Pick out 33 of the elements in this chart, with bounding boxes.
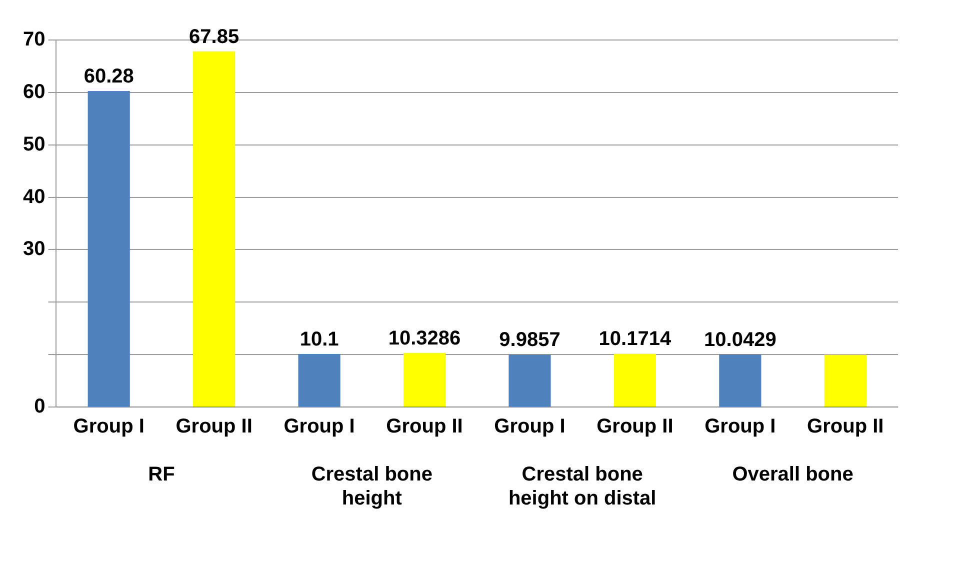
y-tick-label: 70 <box>22 28 46 51</box>
y-tick-label: 0 <box>34 396 46 418</box>
bar <box>508 354 551 406</box>
y-tick-label: 50 <box>22 133 46 156</box>
data-label: 60.28 <box>84 65 134 88</box>
y-tick-label: 40 <box>22 186 46 208</box>
bar <box>719 354 762 406</box>
bar <box>298 354 340 406</box>
series-label: Group I <box>73 416 144 438</box>
text: Group I <box>704 416 776 438</box>
bar <box>614 354 656 406</box>
data-label: 10.3286 <box>388 327 461 350</box>
text: Group I <box>284 416 355 438</box>
text: Group I <box>494 416 566 438</box>
y-tick-label: 30 <box>22 238 46 260</box>
x-tick-label: RF <box>148 464 175 486</box>
data-label: 10.1714 <box>598 328 672 350</box>
data-label: 10.1 <box>300 328 339 351</box>
y-tick-label: 60 <box>22 80 46 103</box>
text: Group II <box>807 416 884 438</box>
text: Group II <box>596 416 674 438</box>
bar <box>403 352 446 406</box>
x-tick-label: Crestal bone height <box>311 464 432 510</box>
data-label: 10.0429 <box>704 328 776 351</box>
text: Group II <box>386 416 463 438</box>
x-tick-label: Overall bone <box>732 464 854 486</box>
data-label: 9.9857 <box>499 329 560 352</box>
data-label: 67.85 <box>189 26 240 48</box>
bar <box>88 90 130 406</box>
bar <box>193 51 236 406</box>
x-tick-label: Crestal bone height on distal <box>508 464 656 510</box>
bar <box>824 354 866 406</box>
series-label: Group II <box>176 416 252 438</box>
